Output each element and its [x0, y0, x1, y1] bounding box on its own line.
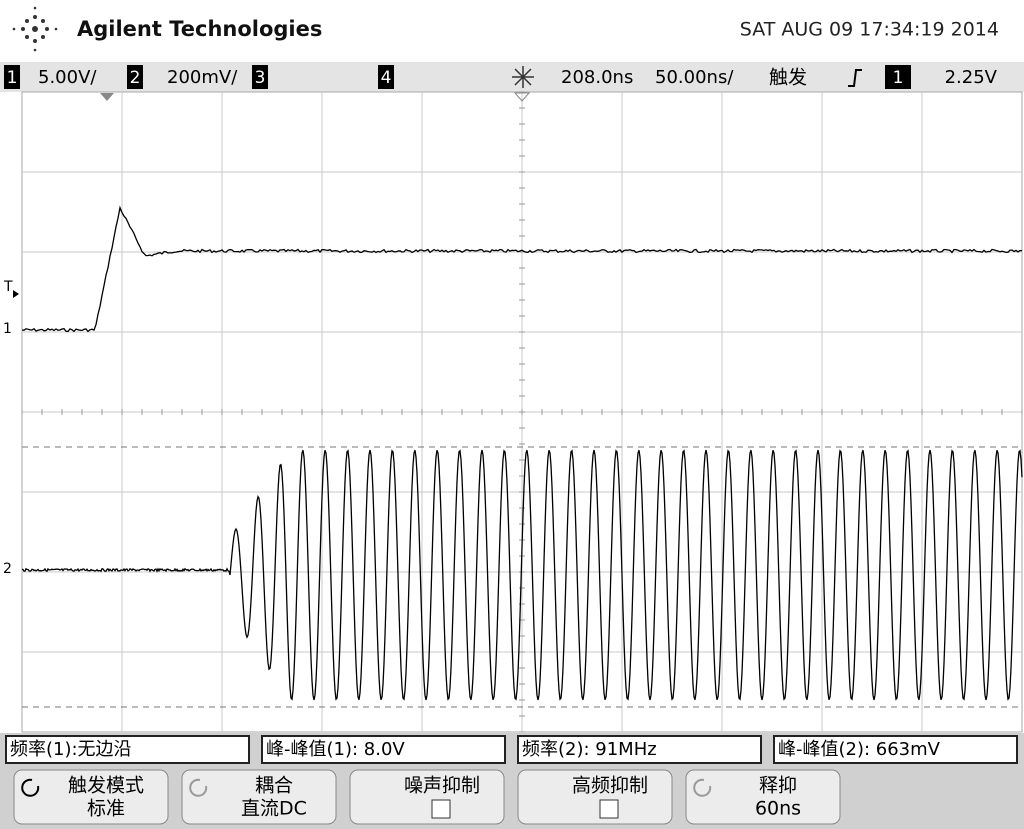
- trigger-label: 触发: [769, 67, 807, 89]
- softkey[interactable]: [181, 769, 337, 825]
- softkey-label: 耦合: [255, 775, 293, 797]
- measurement: 频率(2): 91MHz: [522, 739, 657, 760]
- channel-scale: 5.00V/: [38, 67, 97, 88]
- channel-badge: [127, 65, 143, 89]
- channel-badge: [885, 65, 911, 89]
- checkbox: [431, 799, 451, 819]
- measurement: 峰-峰值(2): 663mV: [778, 739, 941, 760]
- channel-badge: [4, 65, 20, 89]
- softkey-label: 触发模式: [68, 775, 144, 797]
- graticule: [21, 91, 1023, 733]
- measurement: 频率(1):无边沿: [10, 739, 132, 760]
- softkey[interactable]: [517, 769, 673, 825]
- trigger-arrow: [13, 290, 19, 298]
- rotate-icon: [21, 778, 40, 797]
- softkey-value: 直流DC: [241, 798, 307, 820]
- delay-marker: [513, 92, 531, 102]
- trigger-source: 1: [893, 68, 904, 88]
- channel-badge: [378, 65, 394, 89]
- logo: [12, 6, 58, 52]
- softkey[interactable]: [685, 769, 841, 825]
- brand: Agilent Technologies: [77, 17, 322, 41]
- ch1-marker: 1: [3, 321, 12, 337]
- measurement: 峰-峰值(1): 8.0V: [266, 739, 405, 760]
- rotate-icon: [693, 778, 712, 797]
- ch2-marker: 2: [3, 561, 12, 577]
- trigger-edge-icon: [848, 69, 862, 87]
- channel-number: 4: [381, 68, 392, 88]
- measurement-box: [261, 735, 506, 764]
- ch1-marker-top: [100, 93, 114, 101]
- channel-scale: 200mV/: [167, 67, 238, 88]
- measurement-box: [517, 735, 762, 764]
- softkey-label: 高频抑制: [572, 775, 648, 797]
- channel-number: 3: [255, 68, 266, 88]
- channel-number: 1: [7, 68, 18, 88]
- softkey-label: 释抑: [759, 775, 797, 797]
- channel-number: 2: [130, 68, 141, 88]
- softkey-value: 标准: [87, 798, 125, 820]
- delay: 208.0ns: [561, 67, 633, 88]
- ch2-waveform: [21, 449, 1023, 701]
- checkbox: [599, 799, 619, 819]
- softkey-value: 60ns: [755, 798, 801, 820]
- softkey-label: 噪声抑制: [404, 775, 480, 797]
- datetime: SAT AUG 09 17:34:19 2014: [740, 19, 999, 41]
- softkey[interactable]: [349, 769, 505, 825]
- ch1-waveform: [21, 205, 1023, 333]
- timebase: 50.00ns/: [655, 67, 734, 88]
- delay-icon: [512, 66, 534, 88]
- softkey[interactable]: [13, 769, 169, 825]
- measurement-box: [773, 735, 1018, 764]
- measurement-bar: 频率(1):无边沿 峰-峰值(1): 8.0V 频率(2): 91MHz 峰-峰值(2…: [0, 733, 1024, 829]
- channel-badge: [252, 65, 268, 89]
- rotate-icon: [189, 778, 208, 797]
- trigger-marker: T: [3, 279, 13, 295]
- trigger-level: 2.25V: [945, 67, 998, 88]
- measurement-box: [5, 735, 250, 764]
